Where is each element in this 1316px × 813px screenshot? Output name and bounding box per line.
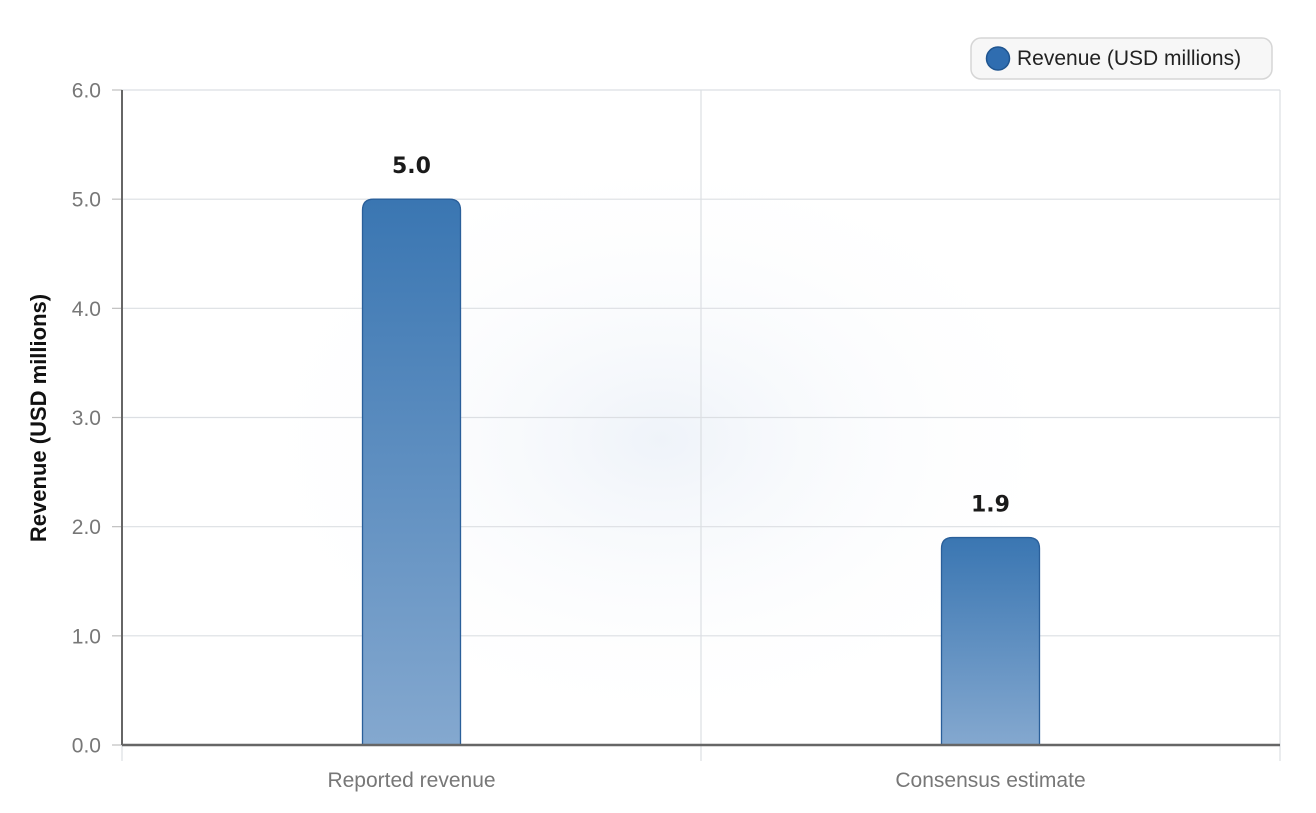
x-category-label: Consensus estimate [895, 769, 1085, 792]
y-tick-label: 2.0 [72, 516, 101, 539]
bar [361, 198, 462, 746]
legend-box [970, 37, 1273, 80]
y-tick-label: 3.0 [72, 407, 101, 430]
bar-value-label: 1.9 [971, 493, 1010, 518]
legend-marker [985, 46, 1011, 71]
legend[interactable]: Revenue (USD millions) [970, 37, 1273, 80]
x-category-label: Reported revenue [327, 769, 495, 792]
labels: 0.0 1.0 2.0 3.0 4.0 5.0 6.0 5.0 Reported revenue… [72, 80, 1086, 793]
y-tick-label: 1.0 [72, 625, 101, 648]
y-tick-label: 6.0 [72, 80, 101, 103]
bar [940, 536, 1041, 746]
y-tick-label: 0.0 [72, 735, 101, 758]
axes [112, 89, 1281, 761]
grid [122, 89, 1281, 745]
y-tick-label: 5.0 [72, 189, 101, 212]
legend-label: Revenue (USD millions) [1017, 47, 1241, 70]
y-axis-title: Revenue (USD millions) [26, 294, 51, 542]
bars [361, 198, 1041, 746]
y-tick-label: 4.0 [72, 298, 101, 321]
bar-value-label: 5.0 [392, 154, 431, 179]
